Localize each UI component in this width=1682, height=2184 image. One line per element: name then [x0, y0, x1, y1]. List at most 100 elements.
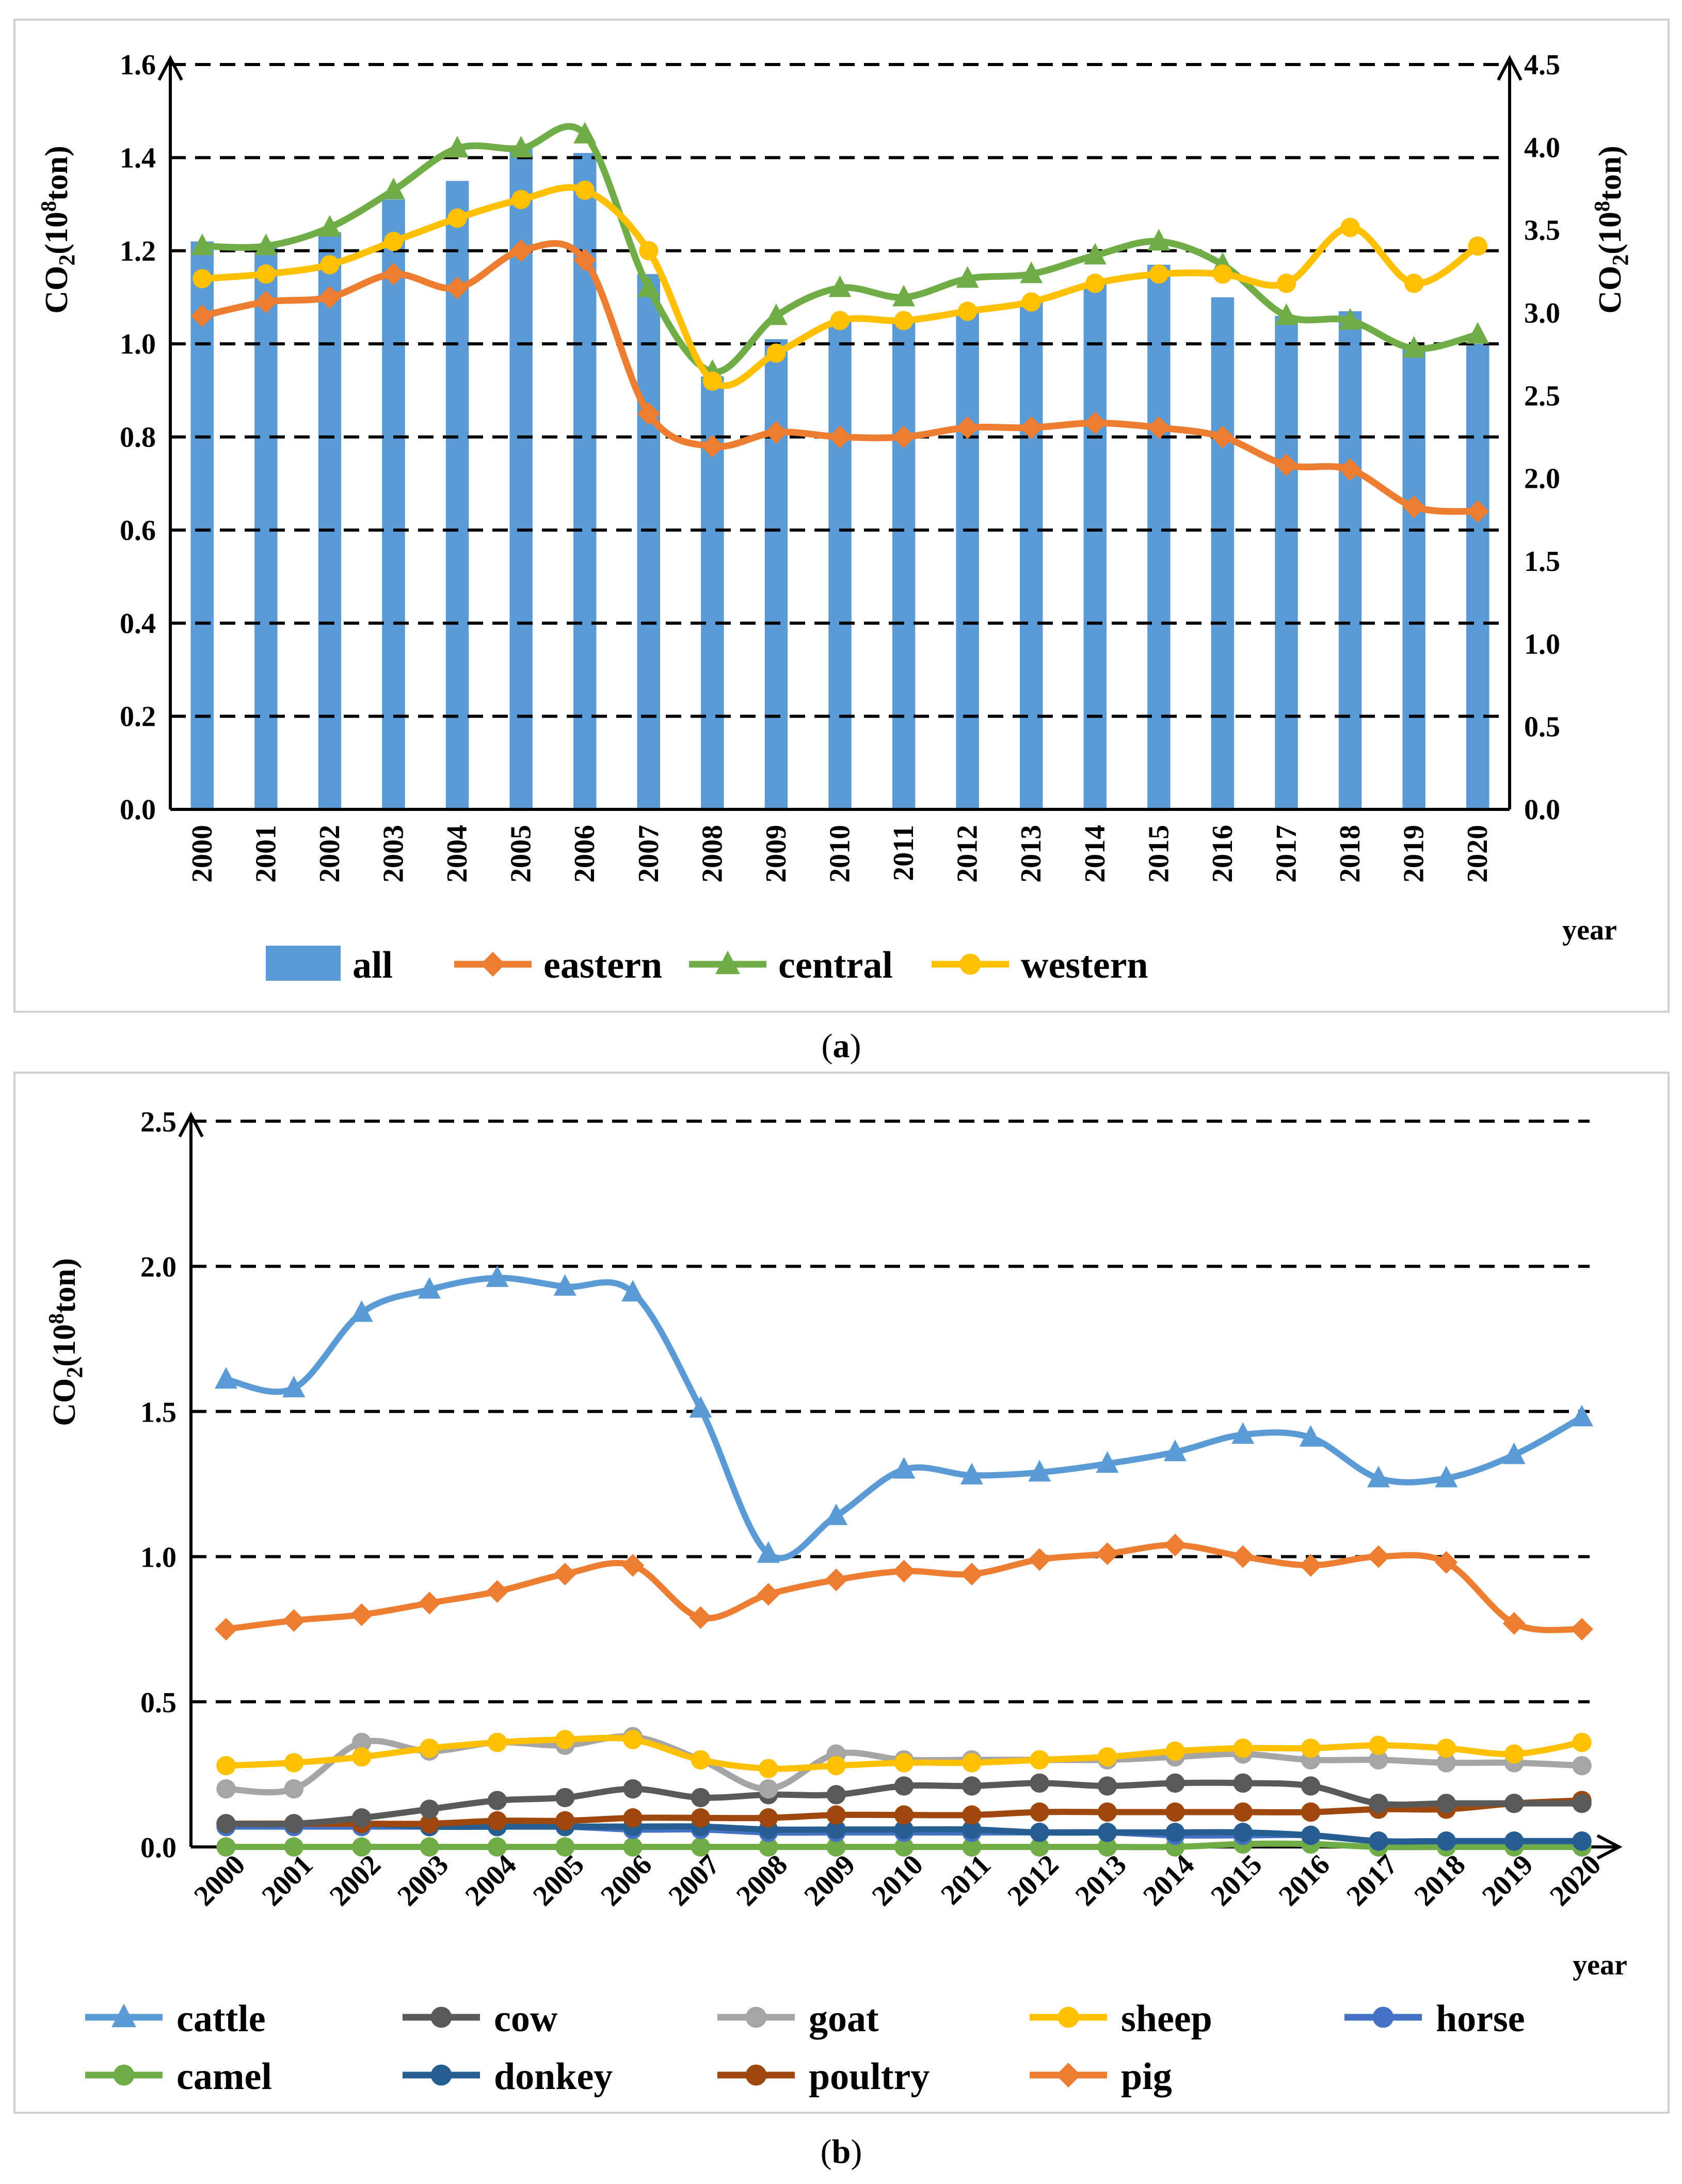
bar-all	[956, 311, 979, 809]
legend-marker-goat	[745, 2006, 767, 2028]
point-donkey	[1233, 1823, 1253, 1842]
point-cattle	[1299, 1425, 1322, 1447]
y-tick-label: 1.4	[120, 142, 156, 174]
point-eastern	[1211, 425, 1234, 449]
y-tick-label: 0.2	[120, 701, 156, 733]
point-camel	[216, 1837, 236, 1857]
series-line-eastern	[201, 240, 1478, 515]
point-cattle	[621, 1280, 645, 1302]
point-cattle	[689, 1396, 712, 1418]
x-tick-label: 2015	[1143, 825, 1175, 883]
point-western	[1468, 236, 1487, 256]
point-western	[1213, 264, 1232, 284]
x-tick-label: 2008	[696, 825, 728, 883]
point-pig	[1571, 1618, 1593, 1641]
point-cattle	[350, 1300, 373, 1322]
point-central	[892, 284, 916, 307]
point-camel	[691, 1837, 711, 1857]
point-sheep	[623, 1730, 643, 1749]
point-cow	[623, 1779, 643, 1799]
x-tick-label: 2019	[1398, 825, 1430, 883]
y2-tick-label: 2.5	[1524, 380, 1560, 412]
point-pig	[1299, 1554, 1322, 1577]
point-sheep	[555, 1730, 575, 1749]
point-eastern	[509, 239, 533, 262]
x-tick-label: 2007	[633, 825, 665, 883]
bar-all	[1019, 301, 1043, 809]
point-goat	[352, 1732, 372, 1752]
y-axis-right-arrow	[1497, 55, 1523, 81]
point-donkey	[962, 1820, 982, 1839]
point-western	[766, 343, 786, 363]
point-cattle	[1367, 1465, 1390, 1488]
point-central	[1402, 336, 1425, 358]
point-camel	[759, 1837, 778, 1857]
y-axis-arrow	[178, 1111, 204, 1138]
point-pig	[960, 1563, 983, 1586]
point-western	[320, 255, 340, 275]
point-western	[1404, 274, 1424, 293]
y-tick-label: 1.6	[120, 49, 156, 81]
point-pig	[553, 1563, 576, 1586]
legend-marker-central	[715, 950, 740, 975]
point-cow	[216, 1814, 236, 1834]
point-central	[573, 122, 597, 144]
point-eastern	[446, 276, 469, 299]
bar-all	[1211, 297, 1235, 809]
point-pig	[215, 1618, 237, 1641]
x-tick-label: 2004	[441, 825, 473, 883]
bar-all	[764, 339, 788, 809]
x-tick-label: 2006	[569, 825, 601, 883]
x-tick-label: 2017	[1271, 825, 1303, 883]
point-cattle	[892, 1457, 916, 1479]
x-tick-label: 2009	[760, 825, 792, 883]
x-axis-arrow	[1596, 1834, 1623, 1860]
point-poultry	[1233, 1802, 1253, 1822]
point-western	[511, 189, 531, 210]
point-eastern	[190, 305, 214, 328]
x-tick-label: 2020	[1462, 825, 1494, 883]
bar-all	[828, 321, 852, 809]
point-eastern	[1147, 416, 1171, 439]
x-axis-title: year	[1573, 1949, 1627, 1981]
point-western	[256, 264, 276, 284]
x-axis-title: year	[1562, 914, 1617, 946]
legend-marker-eastern	[480, 952, 505, 977]
point-cow	[1369, 1793, 1388, 1813]
point-donkey	[1369, 1831, 1388, 1851]
bar-all	[382, 199, 405, 810]
point-cow	[691, 1788, 711, 1808]
point-western	[639, 241, 659, 261]
point-cattle	[1571, 1405, 1593, 1427]
bar-all	[1275, 316, 1298, 809]
legend-label-eastern: eastern	[543, 944, 662, 986]
legend-marker-horse	[1372, 2006, 1394, 2028]
point-camel	[284, 1837, 304, 1857]
point-cow	[487, 1791, 507, 1810]
point-poultry	[759, 1808, 778, 1828]
point-donkey	[1030, 1823, 1049, 1842]
bar-all	[1338, 311, 1362, 809]
point-eastern	[1402, 495, 1425, 518]
y2-tick-label: 3.5	[1524, 215, 1560, 247]
x-tick-label: 2016	[1207, 825, 1239, 883]
legend-label-cattle: cattle	[177, 1998, 266, 2040]
point-central	[509, 136, 533, 157]
point-eastern	[1339, 458, 1362, 481]
point-cattle	[825, 1503, 848, 1525]
y-tick-label: 2.5	[140, 1106, 177, 1138]
legend-label-western: western	[1021, 944, 1148, 986]
y2-tick-label: 1.5	[1524, 546, 1560, 578]
point-pig	[282, 1609, 306, 1632]
point-cow	[352, 1808, 372, 1828]
point-cow	[894, 1776, 914, 1796]
point-eastern	[382, 262, 405, 285]
legend-label-donkey: donkey	[494, 2055, 613, 2098]
caption-a: (a)	[822, 1027, 861, 1065]
y-tick-label: 1.0	[120, 328, 156, 360]
x-tick-label: 2003	[378, 825, 410, 883]
point-poultry	[1097, 1802, 1117, 1822]
legend-label-horse: horse	[1436, 1998, 1525, 2040]
